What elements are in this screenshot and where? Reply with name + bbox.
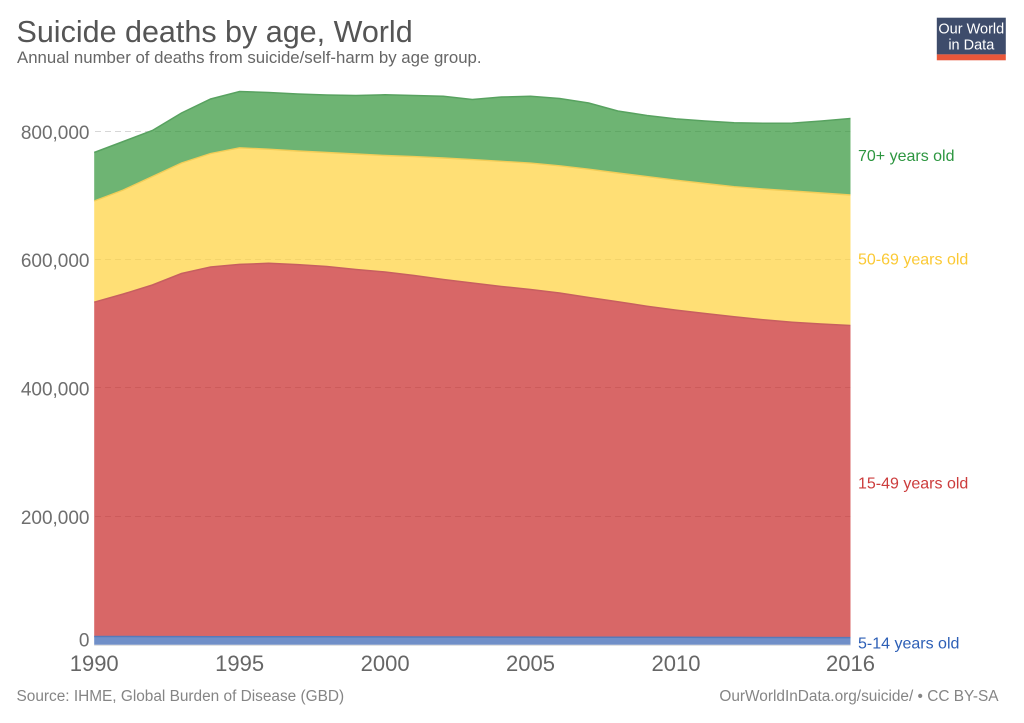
svg-text:15-49 years old: 15-49 years old: [858, 475, 968, 492]
svg-text:Suicide deaths by age, World: Suicide deaths by age, World: [17, 15, 413, 49]
svg-text:in Data: in Data: [948, 37, 995, 53]
svg-text:200,000: 200,000: [21, 508, 90, 529]
svg-text:1990: 1990: [70, 651, 119, 676]
svg-text:1995: 1995: [215, 651, 264, 676]
svg-text:2010: 2010: [652, 651, 701, 676]
svg-text:Annual number of deaths from s: Annual number of deaths from suicide/sel…: [17, 48, 482, 67]
svg-text:Our World: Our World: [938, 22, 1004, 38]
svg-text:400,000: 400,000: [21, 380, 90, 401]
svg-text:0: 0: [79, 631, 90, 652]
svg-text:70+ years old: 70+ years old: [858, 148, 955, 165]
svg-text:5-14 years old: 5-14 years old: [858, 635, 959, 652]
svg-text:600,000: 600,000: [21, 251, 90, 272]
svg-text:Source: IHME, Global Burden of: Source: IHME, Global Burden of Disease (…: [17, 688, 345, 705]
svg-text:800,000: 800,000: [21, 123, 90, 144]
svg-text:2016: 2016: [826, 651, 875, 676]
svg-text:50-69 years old: 50-69 years old: [858, 252, 968, 269]
svg-text:OurWorldInData.org/suicide/ •: OurWorldInData.org/suicide/ • CC BY-SA: [719, 688, 999, 705]
svg-text:2000: 2000: [361, 651, 410, 676]
svg-text:2005: 2005: [506, 651, 555, 676]
